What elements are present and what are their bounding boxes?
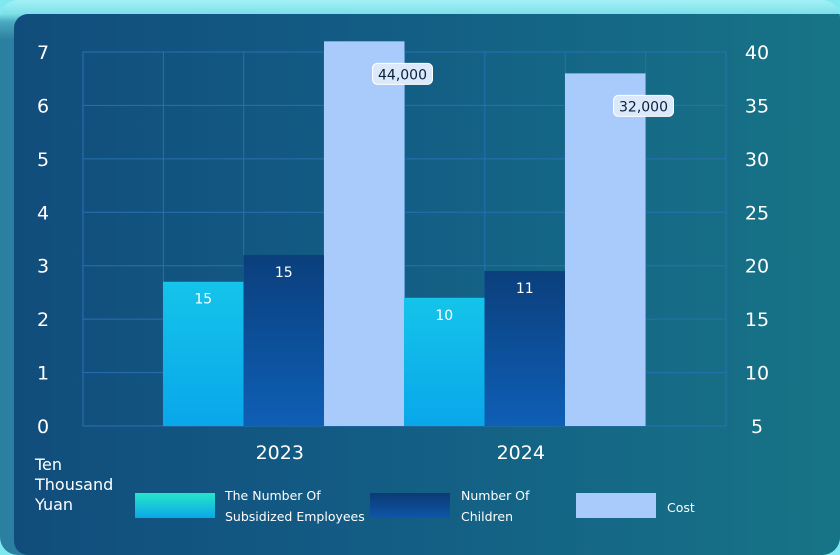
bar-value-label: 15 <box>194 292 212 308</box>
y-left-unit-label: Ten <box>34 455 62 474</box>
legend-label: Children <box>461 509 513 524</box>
y-right-tick: 10 <box>745 363 769 385</box>
x-category-label: 2023 <box>256 442 304 464</box>
y-right-tick: 15 <box>745 309 769 331</box>
cost-label-box <box>613 94 674 117</box>
y-right-tick: 30 <box>745 149 769 171</box>
y-left-unit-label: Thousand <box>34 475 113 494</box>
y-right-tick: 25 <box>745 202 769 224</box>
legend-swatch <box>135 493 215 518</box>
y-left-tick: 6 <box>37 95 49 117</box>
bar-children-2024 <box>484 271 565 426</box>
bar-employees-2024 <box>404 297 485 426</box>
y-left-tick: 7 <box>37 42 49 64</box>
cost-label-box <box>372 62 433 85</box>
y-left-unit-label: Yuan <box>34 495 73 514</box>
legend-label: The Number Of <box>224 488 321 503</box>
cost-value-label: 44,000 <box>378 67 427 83</box>
legend-swatch <box>576 493 656 518</box>
bar-value-label: 10 <box>435 308 453 324</box>
y-right-tick: 5 <box>751 416 763 438</box>
y-left-tick: 2 <box>37 309 49 331</box>
cost-value-label: 32,000 <box>619 99 668 115</box>
bar-cost-2023 <box>324 41 405 427</box>
y-left-tick: 4 <box>37 202 49 224</box>
bar-children-2023 <box>243 255 324 426</box>
legend-label: Number Of <box>461 488 530 503</box>
legend-swatch <box>370 493 450 518</box>
legend-label: Subsidized Employees <box>225 509 365 524</box>
y-right-tick: 20 <box>745 256 769 278</box>
y-left-tick: 3 <box>37 256 49 278</box>
x-category-label: 2024 <box>497 442 545 464</box>
legend-label: Cost <box>667 500 695 515</box>
bar-cost-2024 <box>565 73 646 426</box>
y-left-tick: 0 <box>37 416 49 438</box>
y-left-tick: 5 <box>37 149 49 171</box>
y-right-tick: 35 <box>745 95 769 117</box>
y-left-tick: 1 <box>37 363 49 385</box>
y-right-tick: 40 <box>745 42 769 64</box>
chart-panel <box>14 14 840 555</box>
bar-value-label: 11 <box>516 281 534 297</box>
bar-employees-2023 <box>163 281 244 426</box>
bar-value-label: 15 <box>275 265 293 281</box>
